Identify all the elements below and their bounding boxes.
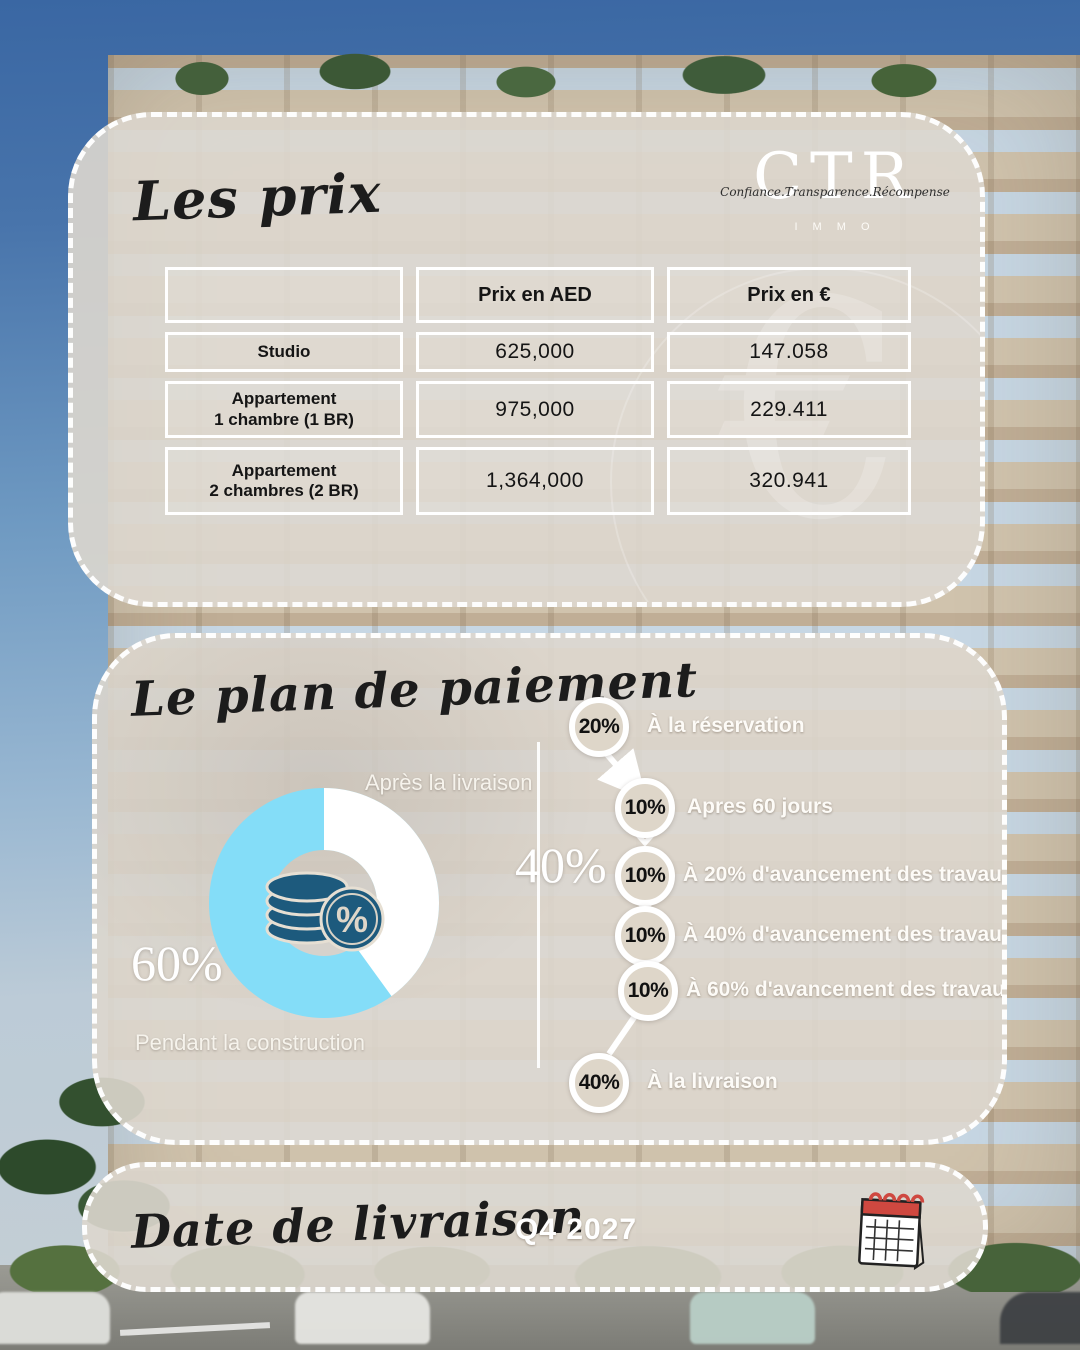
milestone-circle: 10% <box>618 961 678 1021</box>
milestone-pct: 10% <box>624 924 666 947</box>
prices-title: Les prix <box>131 160 383 234</box>
price-eur: 320.941 <box>749 469 829 493</box>
header-eur: Prix en € <box>747 284 831 306</box>
vertical-divider <box>537 742 540 1068</box>
car <box>295 1292 430 1344</box>
price-aed: 625,000 <box>495 340 575 364</box>
table-cell-eur: 320.941 <box>667 447 911 515</box>
table-cell-aed: 975,000 <box>416 381 654 438</box>
after-delivery-label: Après la livraison <box>365 770 533 795</box>
car <box>1000 1292 1080 1344</box>
delivery-panel: Date de livraison Q4 2027 <box>82 1162 988 1292</box>
milestone-pct: 40% <box>578 1071 620 1094</box>
milestone-label: À la réservation <box>647 714 805 737</box>
milestone-circle: 20% <box>569 697 629 757</box>
table-cell-aed: 625,000 <box>416 332 654 372</box>
table-row-label: Studio <box>165 332 403 372</box>
milestone-label: À 40% d'avancement des travaux <box>683 923 1007 946</box>
after-delivery-value: 40% <box>515 837 607 893</box>
price-table: Prix en AED Prix en € Studio 625,000 147… <box>165 267 911 515</box>
payment-donut-chart: % <box>209 788 439 1018</box>
header-aed: Prix en AED <box>478 284 592 306</box>
price-aed: 1,364,000 <box>486 469 584 493</box>
payment-plan-panel: Le plan de paiement % Après la livraison… <box>92 633 1007 1145</box>
svg-text:%: % <box>336 899 368 940</box>
table-row-label: Appartement 2 chambres (2 BR) <box>165 447 403 515</box>
row-label: Appartement <box>231 389 337 409</box>
table-header-cell: Prix en AED <box>416 267 654 323</box>
table-header-cell: Prix en € <box>667 267 911 323</box>
rooftop-greenery <box>130 40 1030 110</box>
table-header-cell <box>165 267 403 323</box>
table-cell-eur: 229.411 <box>667 381 911 438</box>
table-row-label: Appartement 1 chambre (1 BR) <box>165 381 403 438</box>
row-label: Appartement <box>231 460 337 480</box>
milestone-label: À la livraison <box>647 1070 778 1093</box>
car <box>0 1292 110 1344</box>
milestone-circle: 40% <box>569 1053 629 1113</box>
milestone-label: Apres 60 jours <box>687 795 833 818</box>
table-cell-aed: 1,364,000 <box>416 447 654 515</box>
milestone-pct: 20% <box>578 715 620 738</box>
coins-percent-icon: % <box>265 871 385 952</box>
logo-subtitle: I M M O <box>794 221 876 233</box>
price-aed: 975,000 <box>495 397 575 421</box>
price-eur: 229.411 <box>750 397 828 421</box>
during-construction-value: 60% <box>131 935 223 991</box>
during-construction-label: Pendant la construction <box>135 1030 365 1055</box>
logo-monogram: CTR <box>753 140 917 214</box>
milestone-label: À 60% d'avancement des travaux <box>686 978 1007 1001</box>
milestone-circle: 10% <box>615 846 675 906</box>
table-cell-eur: 147.058 <box>667 332 911 372</box>
milestone-circle: 10% <box>615 778 675 838</box>
milestone-label: À 20% d'avancement des travaux <box>683 863 1007 886</box>
row-label: Studio <box>257 341 311 361</box>
prices-panel: € Les prix CTR Confiance.Transparence.Ré… <box>68 112 985 607</box>
milestone-pct: 10% <box>624 796 666 819</box>
delivery-date-value: Q4 2027 <box>515 1213 638 1246</box>
milestone-pct: 10% <box>627 979 669 1002</box>
donut-slice-after-delivery <box>209 788 439 1018</box>
row-sublabel: 1 chambre (1 BR) <box>214 409 354 429</box>
milestone-pct: 10% <box>624 864 666 887</box>
price-eur: 147.058 <box>749 340 829 364</box>
row-sublabel: 2 chambres (2 BR) <box>209 481 359 500</box>
car <box>690 1292 815 1344</box>
calendar-icon <box>858 1192 925 1271</box>
ctr-logo: CTR Confiance.Transparence.Récompense I … <box>720 145 950 255</box>
logo-tagline: Confiance.Transparence.Récompense <box>720 185 950 199</box>
milestone-circle: 10% <box>615 906 675 966</box>
